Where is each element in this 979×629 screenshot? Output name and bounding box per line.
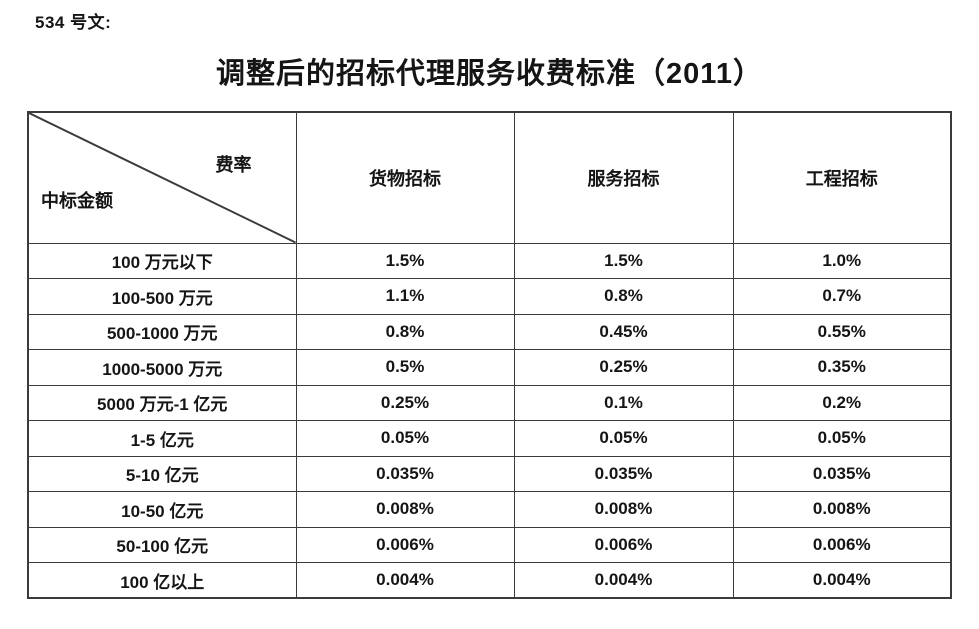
corner-label-rate: 费率: [215, 155, 252, 175]
services-rate-cell: 0.25%: [513, 349, 734, 386]
header-col-services: 服务招标: [513, 111, 734, 244]
table-body: 100 万元以下 1.5% 1.5% 1.0% 100-500 万元 1.1% …: [27, 242, 952, 599]
table-row: 1-5 亿元 0.05% 0.05% 0.05%: [27, 420, 952, 457]
works-rate-cell: 0.2%: [732, 384, 952, 421]
services-rate-cell: 0.004%: [513, 562, 734, 599]
amount-cell: 5000 万元-1 亿元: [27, 384, 297, 421]
services-rate-cell: 0.8%: [513, 278, 734, 315]
table-row: 500-1000 万元 0.8% 0.45% 0.55%: [27, 313, 952, 350]
amount-cell: 1000-5000 万元: [27, 349, 297, 386]
table-row: 10-50 亿元 0.008% 0.008% 0.008%: [27, 491, 952, 528]
corner-label-amount: 中标金额: [41, 190, 113, 211]
services-rate-cell: 0.008%: [513, 491, 734, 528]
amount-cell: 5-10 亿元: [27, 455, 297, 492]
goods-rate-cell: 0.006%: [295, 526, 515, 563]
services-rate-cell: 0.05%: [513, 420, 734, 457]
goods-rate-cell: 0.035%: [295, 455, 515, 492]
goods-rate-cell: 0.05%: [295, 420, 515, 457]
table-row: 100 亿以上 0.004% 0.004% 0.004%: [27, 562, 952, 599]
works-rate-cell: 0.7%: [732, 278, 952, 315]
services-rate-cell: 0.006%: [513, 526, 734, 563]
goods-rate-cell: 1.5%: [295, 242, 515, 279]
table-row: 100 万元以下 1.5% 1.5% 1.0%: [27, 242, 952, 279]
header-col-works: 工程招标: [732, 111, 952, 244]
amount-cell: 10-50 亿元: [27, 491, 297, 528]
fee-table: 费率 中标金额 货物招标 服务招标 工程招标 100 万元以下 1.5% 1.5…: [27, 111, 952, 599]
works-rate-cell: 0.006%: [732, 526, 952, 563]
table-row: 5-10 亿元 0.035% 0.035% 0.035%: [27, 455, 952, 492]
works-rate-cell: 1.0%: [732, 242, 952, 279]
amount-cell: 100 万元以下: [27, 242, 297, 279]
table-row: 1000-5000 万元 0.5% 0.25% 0.35%: [27, 349, 952, 386]
goods-rate-cell: 0.25%: [295, 384, 515, 421]
works-rate-cell: 0.035%: [732, 455, 952, 492]
doc-ref-label: 534 号文:: [35, 13, 112, 32]
page-title: 调整后的招标代理服务收费标准（2011）: [216, 58, 763, 90]
table-row: 5000 万元-1 亿元 0.25% 0.1% 0.2%: [27, 384, 952, 421]
amount-cell: 100 亿以上: [27, 562, 297, 599]
amount-cell: 100-500 万元: [27, 278, 297, 315]
goods-rate-cell: 0.004%: [295, 562, 515, 599]
diagonal-divider-line: [29, 113, 295, 242]
table-row: 50-100 亿元 0.006% 0.006% 0.006%: [27, 526, 952, 563]
header-row: 费率 中标金额 货物招标 服务招标 工程招标: [27, 111, 952, 244]
amount-cell: 1-5 亿元: [27, 420, 297, 457]
goods-rate-cell: 0.8%: [295, 313, 515, 350]
goods-rate-cell: 0.008%: [295, 491, 515, 528]
goods-rate-cell: 1.1%: [295, 278, 515, 315]
header-col-goods: 货物招标: [295, 111, 515, 244]
works-rate-cell: 0.008%: [732, 491, 952, 528]
services-rate-cell: 0.1%: [513, 384, 734, 421]
amount-cell: 50-100 亿元: [27, 526, 297, 563]
header-corner-cell: 费率 中标金额: [27, 111, 297, 244]
goods-rate-cell: 0.5%: [295, 349, 515, 386]
table-row: 100-500 万元 1.1% 0.8% 0.7%: [27, 278, 952, 315]
services-rate-cell: 1.5%: [513, 242, 734, 279]
works-rate-cell: 0.55%: [732, 313, 952, 350]
services-rate-cell: 0.035%: [513, 455, 734, 492]
table-header: 费率 中标金额 货物招标 服务招标 工程招标: [27, 111, 952, 244]
works-rate-cell: 0.05%: [732, 420, 952, 457]
works-rate-cell: 0.004%: [732, 562, 952, 599]
services-rate-cell: 0.45%: [513, 313, 734, 350]
works-rate-cell: 0.35%: [732, 349, 952, 386]
amount-cell: 500-1000 万元: [27, 313, 297, 350]
